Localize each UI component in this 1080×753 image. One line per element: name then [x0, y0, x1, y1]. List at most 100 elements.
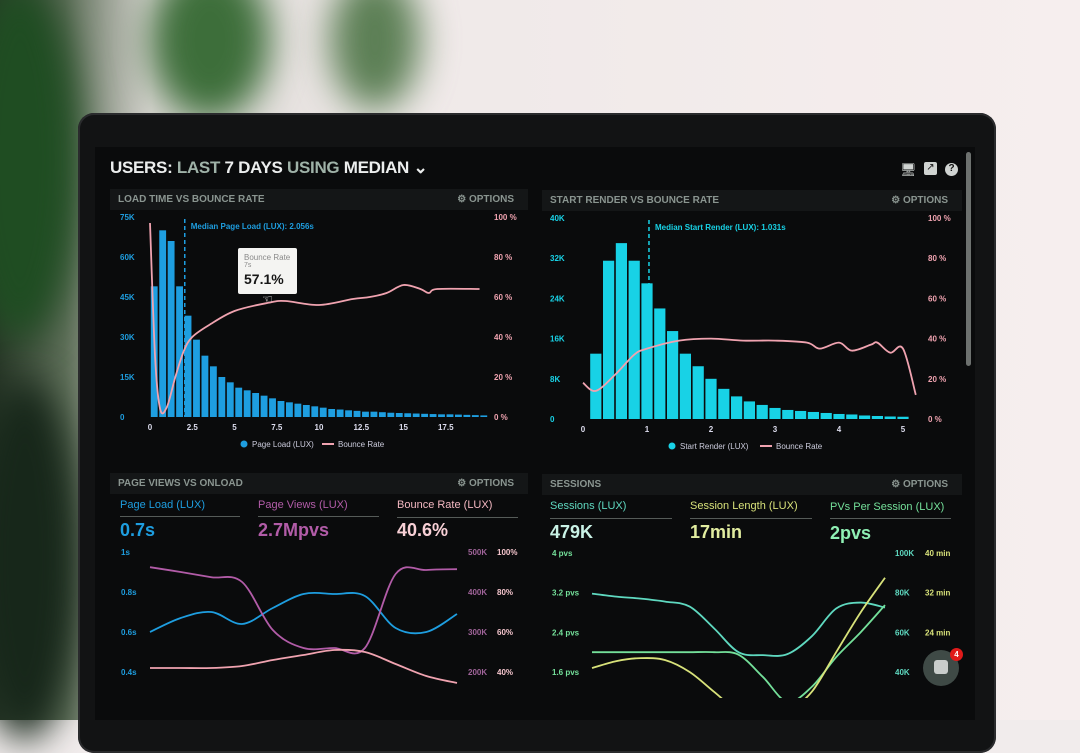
scrollbar[interactable] [966, 152, 971, 366]
histogram-bar [820, 412, 832, 419]
legend-label: Bounce Rate [338, 440, 385, 449]
kpi-label: Page Load (LUX) [120, 499, 205, 511]
x-tick-label: 5 [901, 425, 906, 434]
y-tick-label: 24K [550, 294, 565, 303]
histogram-bar [243, 390, 251, 417]
legend-label: Start Render (LUX) [680, 442, 749, 451]
histogram-bar [193, 339, 200, 417]
x-tick-label: 5 [232, 423, 237, 432]
histogram-bar [463, 414, 471, 417]
tick-label: 80K [895, 589, 910, 598]
y2-tick-label: 100 % [494, 213, 517, 222]
tick-label: 400K [468, 588, 487, 597]
x-tick-label: 10 [315, 423, 324, 432]
help-icon[interactable]: ? [945, 163, 958, 176]
histogram-bar [201, 355, 209, 417]
title-range[interactable]: 7 DAYS [224, 158, 283, 177]
x-tick-label: 0 [148, 423, 153, 432]
options-label: OPTIONS [468, 478, 514, 489]
tick-label: 1.6 pvs [552, 668, 580, 677]
histogram-bar [782, 409, 794, 419]
tick-label: 1s [121, 548, 130, 557]
y2-tick-label: 80 % [494, 253, 512, 262]
monitor-icon[interactable]: 🖥 [900, 162, 917, 177]
y2-tick-label: 100 % [928, 214, 951, 223]
y2-tick-label: 20 % [928, 375, 946, 384]
histogram-bar [176, 286, 183, 417]
tick-label: 40 min [925, 549, 950, 558]
histogram-bar [731, 396, 743, 419]
x-tick-label: 3 [773, 425, 778, 434]
histogram-bar [404, 413, 412, 417]
histogram-bar [209, 366, 217, 417]
start-render-chart: 0 8K 16K 24K 32K 40K 0 % 20 % 40 % 60 % 80 % 100 % 0… [550, 214, 951, 451]
panel-title: LOAD TIME VS BOUNCE RATE [118, 194, 265, 205]
share-icon[interactable]: ↗ [924, 162, 937, 175]
histogram-bar [615, 243, 627, 419]
histogram-bar [455, 414, 462, 417]
plant-leaf [330, 0, 420, 110]
tick-label: 0.4s [121, 668, 137, 677]
axis-labels: 1.6 pvs 2.4 pvs 3.2 pvs 4 pvs 40K 60K 80K 100K 2… [552, 549, 950, 677]
options-button[interactable]: ⚙ OPTIONS [457, 194, 514, 205]
histogram-bar [311, 406, 319, 417]
kpi-value: 0.7s [120, 520, 156, 540]
series-line [591, 577, 886, 698]
histogram-bar [480, 415, 488, 417]
kpi-label: Page Views (LUX) [258, 499, 348, 511]
y-tick-label: 45K [120, 293, 135, 302]
kpi-label: PVs Per Session (LUX) [830, 501, 945, 513]
histogram-bar [884, 416, 896, 419]
options-button[interactable]: ⚙ OPTIONS [891, 195, 948, 206]
median-annotation: Median Start Render (LUX): 1.031s [655, 223, 786, 232]
series-line [149, 591, 458, 635]
panel-title: SESSIONS [550, 479, 602, 490]
chart-tooltip: Bounce Rate 7s 57.1% [238, 248, 297, 294]
panel-header-render: START RENDER VS BOUNCE RATE ⚙ OPTIONS [542, 190, 962, 211]
title-stat[interactable]: MEDIAN [343, 158, 410, 177]
series-line [150, 648, 458, 684]
divider [120, 516, 240, 517]
tick-label: 32 min [925, 589, 950, 598]
x-tick-label: 2 [709, 425, 714, 434]
bounce-rate-line [149, 222, 480, 415]
histogram-bar [718, 388, 730, 419]
axis-labels: 0.4s 0.6s 0.8s 1s 200K 300K 400K 500K 40% 60% 80% 1… [121, 548, 517, 677]
histogram-bar [226, 382, 234, 417]
series-line [591, 592, 886, 657]
x-tick-label: 7.5 [271, 423, 283, 432]
legend-swatch [668, 442, 676, 450]
y-tick-label: 15K [120, 373, 135, 382]
kpi-value: 40.6% [397, 520, 449, 540]
options-button[interactable]: ⚙ OPTIONS [457, 478, 514, 489]
panel-title: START RENDER VS BOUNCE RATE [550, 195, 720, 206]
histogram-bar [184, 315, 192, 417]
histogram-bar [871, 415, 883, 419]
histogram-bar [378, 412, 386, 417]
options-button[interactable]: ⚙ OPTIONS [891, 479, 948, 490]
chevron-down-icon[interactable]: ⌄ [413, 158, 428, 177]
histogram-bar [679, 353, 691, 419]
sessions-chart: 1.6 pvs 2.4 pvs 3.2 pvs 4 pvs 40K 60K 80K 100K 2… [552, 549, 950, 698]
histogram-bar [353, 410, 361, 417]
tick-label: 80% [497, 588, 513, 597]
y-tick-label: 0 [550, 415, 555, 424]
tick-label: 60K [895, 628, 910, 637]
mouse-cursor-icon: ☜ [262, 292, 273, 306]
histogram-bar [446, 414, 454, 417]
histogram-bar [269, 398, 276, 417]
load-time-chart: 0 15K 30K 45K 60K 75K 0 % 20 % 40 % 60 % 80 % 100 %… [120, 213, 517, 449]
x-tick-label: 4 [837, 425, 842, 434]
options-label: OPTIONS [902, 479, 948, 490]
gear-icon: ⚙ [891, 479, 903, 490]
histogram-bar [667, 331, 679, 419]
histogram-bar [590, 353, 602, 419]
x-tick-label: 15 [399, 423, 408, 432]
chat-icon [934, 660, 948, 674]
histogram-bar [412, 413, 420, 417]
divider [397, 517, 518, 518]
histogram-bar [603, 260, 615, 419]
histogram-bar [429, 414, 437, 417]
y2-tick-label: 40 % [494, 333, 512, 342]
page-title[interactable]: USERS: LAST 7 DAYS USING MEDIAN ⌄ [110, 158, 428, 178]
